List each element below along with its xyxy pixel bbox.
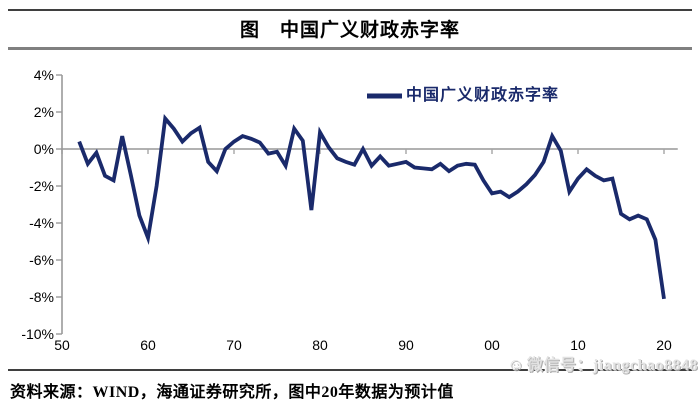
x-tick-label: 60 (140, 337, 156, 353)
y-tick-label: -10% (21, 326, 54, 342)
wechat-id-text: 微信号：jiangchao8848 (526, 357, 698, 374)
top-divider (8, 9, 692, 11)
smiley-face-icon: ☺ (506, 355, 525, 374)
bottom-divider (8, 369, 692, 371)
y-axis-group (56, 74, 63, 335)
source-note: 资料来源：WIND，海通证券研究所，图中20年数据为预计值 (10, 384, 454, 401)
x-tick-label: 90 (398, 337, 414, 353)
y-tick-label: -2% (29, 178, 54, 194)
x-tick-label: 50 (54, 337, 70, 353)
y-tick-label: 2% (33, 104, 54, 120)
y-tick-label: -6% (29, 252, 54, 268)
x-tick-label: 70 (226, 337, 242, 353)
y-tick-label: -4% (29, 215, 54, 231)
legend-label: 中国广义财政赤字率 (406, 87, 560, 104)
deficit-line-series (77, 113, 666, 300)
title-divider (8, 47, 692, 50)
figure-title: 图 中国广义财政赤字率 (239, 20, 460, 41)
y-tick-label: 4% (33, 67, 54, 83)
x-tick-label: 10 (570, 337, 586, 353)
wechat-watermark: ☺ 微信号：jiangchao8848 (507, 353, 698, 377)
y-tick-label: -8% (29, 289, 54, 305)
y-tick-label: 0% (33, 141, 54, 157)
x-tick-label: 20 (656, 337, 672, 353)
zero-axis-group (61, 148, 678, 154)
x-tick-label: 80 (312, 337, 328, 353)
x-tick-label: 00 (484, 337, 500, 353)
